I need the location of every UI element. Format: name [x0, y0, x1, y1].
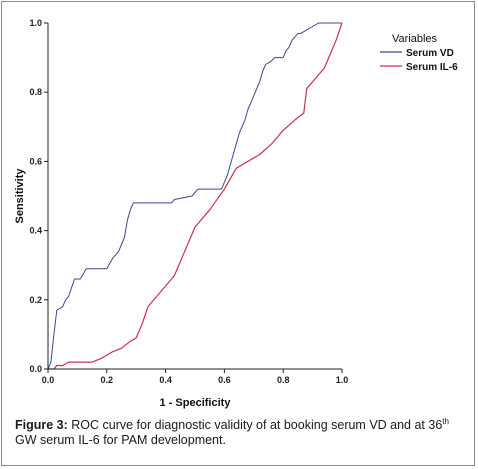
x-tick-label: 0.2 [101, 375, 114, 385]
x-tick-label: 0.8 [277, 375, 290, 385]
legend: Variables Serum VD Serum IL-6 [380, 33, 458, 73]
caption-text-2: GW serum IL-6 for PAM development. [15, 433, 226, 447]
x-tick-label: 0.4 [159, 375, 172, 385]
caption-text-1: ROC curve for diagnostic validity of at … [67, 418, 443, 432]
x-ticks: 0.0 0.2 0.4 0.6 0.8 1.0 [42, 369, 349, 385]
plot-area: 0.0 0.2 0.4 0.6 0.8 1.0 0.0 0.2 0.4 0.6 0.8 1.0 [29, 18, 348, 385]
roc-chart: 0.0 0.2 0.4 0.6 0.8 1.0 0.0 0.2 0.4 0.6 0.8 1.0 1 … [14, 18, 458, 409]
y-tick-label: 0.2 [29, 295, 42, 305]
y-tick-label: 1.0 [29, 18, 42, 28]
axes-layer [47, 23, 342, 370]
legend-title: Variables [392, 33, 438, 45]
series-line-serum-vd [47, 22, 342, 370]
series-line-serum-il6 [48, 22, 343, 370]
curves-layer [47, 22, 343, 370]
caption-superscript: th [442, 416, 449, 426]
legend-label-serum-il6: Serum IL-6 [406, 62, 458, 73]
y-axis-label: Sensitivity [14, 168, 26, 224]
y-tick-label: 0.0 [29, 364, 42, 374]
y-ticks: 0.0 0.2 0.4 0.6 0.8 1.0 [29, 18, 48, 374]
figure-caption: Figure 3: ROC curve for diagnostic valid… [15, 416, 470, 448]
plot-background [48, 23, 342, 369]
caption-label: Figure 3: [15, 418, 68, 432]
x-tick-label: 1.0 [336, 375, 349, 385]
y-tick-label: 0.6 [29, 156, 42, 166]
x-tick-label: 0.6 [218, 375, 231, 385]
legend-label-serum-vd: Serum VD [406, 48, 454, 59]
y-tick-label: 0.4 [29, 226, 42, 236]
y-tick-label: 0.8 [29, 87, 42, 97]
x-axis-label: 1 - Specificity [160, 397, 232, 409]
x-tick-label: 0.0 [42, 375, 55, 385]
